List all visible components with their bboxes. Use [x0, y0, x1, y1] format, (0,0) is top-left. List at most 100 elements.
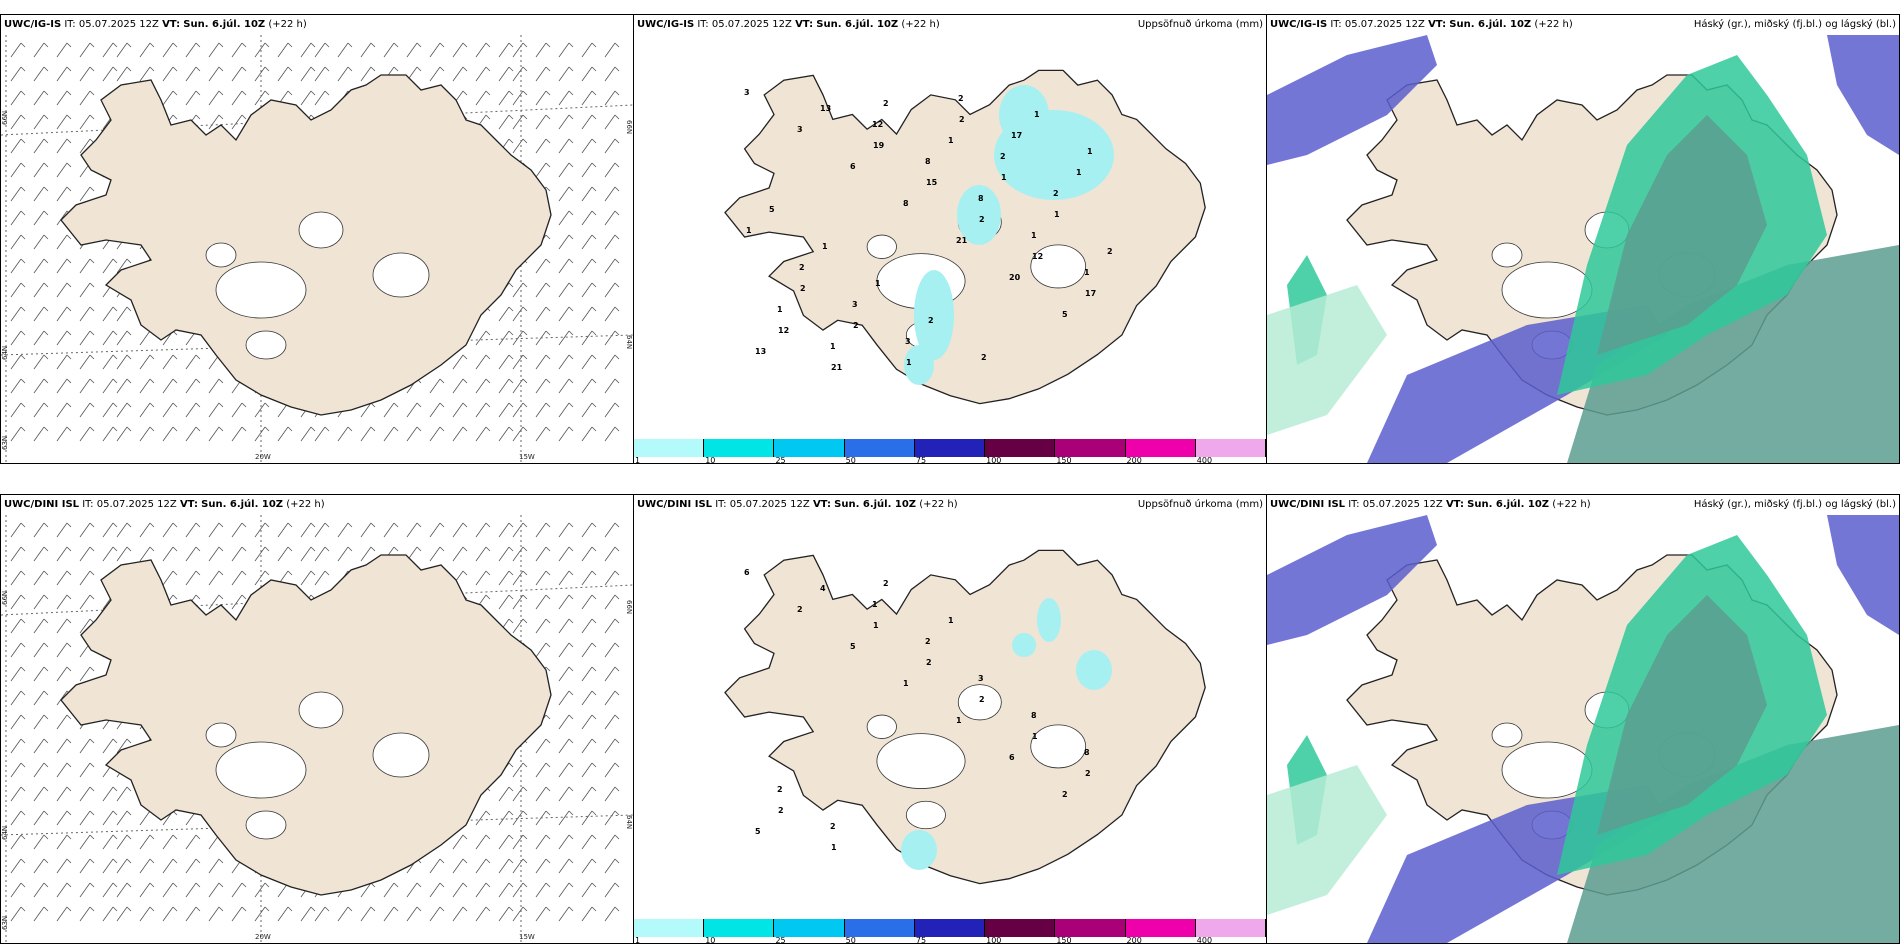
wind-barb [102, 858, 118, 874]
wind-barb [429, 522, 445, 538]
precip-value-label: 1 [746, 226, 752, 235]
wind-barb [56, 882, 72, 898]
precip-value-label: 1 [830, 342, 836, 351]
panel-right-title: Uppsöfnuð úrkoma (mm) [1137, 19, 1263, 30]
wind-barb [33, 810, 49, 826]
precip-value-label: 5 [850, 642, 856, 651]
precip-value-label: 3 [797, 125, 803, 134]
glacier [245, 810, 287, 840]
wind-barb [360, 66, 376, 82]
cloud-area [1267, 515, 1437, 645]
wind-barb [498, 42, 514, 58]
wind-barb [475, 834, 491, 850]
wind-barb [581, 858, 597, 874]
precip-areas [904, 85, 1114, 385]
wind-barb [56, 426, 72, 442]
precip-value-label: 1 [956, 716, 962, 725]
wind-barb [10, 90, 26, 106]
cloud-panel-row1: UWC/IG-IS IT: 05.07.2025 12Z VT: Sun. 6.… [1266, 14, 1900, 464]
colorbar-tick: 1 [635, 456, 641, 464]
wind-barb [185, 42, 201, 58]
wind-barb [162, 90, 178, 106]
wind-barb [512, 138, 528, 154]
lat-label-66-right: 66N [625, 120, 633, 134]
precip-value-label: 8 [1031, 711, 1037, 720]
wind-barb [56, 594, 72, 610]
colorbar-tick: 400 [1196, 456, 1213, 464]
wind-barb [162, 882, 178, 898]
wind-barb [604, 42, 620, 58]
wind-barb [185, 546, 201, 562]
wind-barb [535, 546, 551, 562]
wind-barb [337, 522, 353, 538]
wind-barb [512, 354, 528, 370]
wind-barb [208, 522, 224, 538]
wind-barb [102, 882, 118, 898]
wind-barb [79, 810, 95, 826]
glacier [905, 800, 946, 830]
colorbar-segment [634, 919, 705, 937]
precip-value-label: 17 [1085, 289, 1096, 298]
colorbar-tick: 50 [845, 936, 856, 944]
wind-barb [558, 738, 574, 754]
wind-barb [56, 666, 72, 682]
wind-barb [139, 426, 155, 442]
wind-barb [79, 378, 95, 394]
colorbar-segment [774, 919, 845, 937]
wind-barb [300, 66, 316, 82]
wind-barb [10, 786, 26, 802]
it-label: IT: [715, 499, 727, 510]
wind-barb [102, 330, 118, 346]
wind-barb [10, 882, 26, 898]
wind-barb [208, 858, 224, 874]
glacier [215, 261, 307, 319]
precip-panel-row1: UWC/IG-IS IT: 05.07.2025 12Z VT: Sun. 6.… [633, 14, 1267, 464]
wind-barb [79, 594, 95, 610]
wind-barb [604, 546, 620, 562]
wind-barb [604, 666, 620, 682]
wind-barb [116, 786, 132, 802]
wind-barb [604, 66, 620, 82]
wind-barb [33, 354, 49, 370]
wind-barb [452, 42, 468, 58]
wind-barb [162, 858, 178, 874]
wind-barb [10, 618, 26, 634]
lead-time: (+22 h) [1534, 19, 1573, 30]
glacier [372, 732, 430, 778]
cloud-cover [1267, 35, 1899, 463]
precip-labels: 6 2 5 1 1 6 2 5 4 1 2 2 1 2 2 1 1 2 3 8 8 2 2 2 1 [744, 568, 1091, 852]
wind-barb [383, 882, 399, 898]
wind-barb [139, 834, 155, 850]
glacier [215, 741, 307, 799]
wind-barb [558, 906, 574, 922]
wind-barb [79, 354, 95, 370]
wind-barb [558, 570, 574, 586]
iceland-land [60, 554, 552, 896]
wind-barb [33, 546, 49, 562]
colorbar-segment [844, 919, 915, 937]
precip-value-label: 8 [925, 157, 931, 166]
wind-barb [581, 426, 597, 442]
wind-barb [116, 42, 132, 58]
wind-barb [185, 354, 201, 370]
wind-barb [79, 402, 95, 418]
wind-barb [498, 354, 514, 370]
wind-barb [604, 570, 620, 586]
panel-header: UWC/DINI ISL IT: 05.07.2025 12Z VT: Sun.… [1, 495, 633, 515]
wind-barb [116, 354, 132, 370]
colorbar-tick: 150 [1056, 456, 1072, 464]
precip-value-label: 2 [1053, 189, 1059, 198]
wind-barb [581, 834, 597, 850]
precip-value-label: 8 [1084, 748, 1090, 757]
wind-barb [535, 762, 551, 778]
precip-value-label: 2 [1062, 790, 1068, 799]
wind-barb [452, 882, 468, 898]
wind-barb [581, 186, 597, 202]
wind-barb [79, 90, 95, 106]
wind-barb [300, 570, 316, 586]
wind-barb [475, 42, 491, 58]
wind-barb [56, 258, 72, 274]
wind-barb [581, 642, 597, 658]
wind-barb [10, 162, 26, 178]
wind-barb [604, 786, 620, 802]
